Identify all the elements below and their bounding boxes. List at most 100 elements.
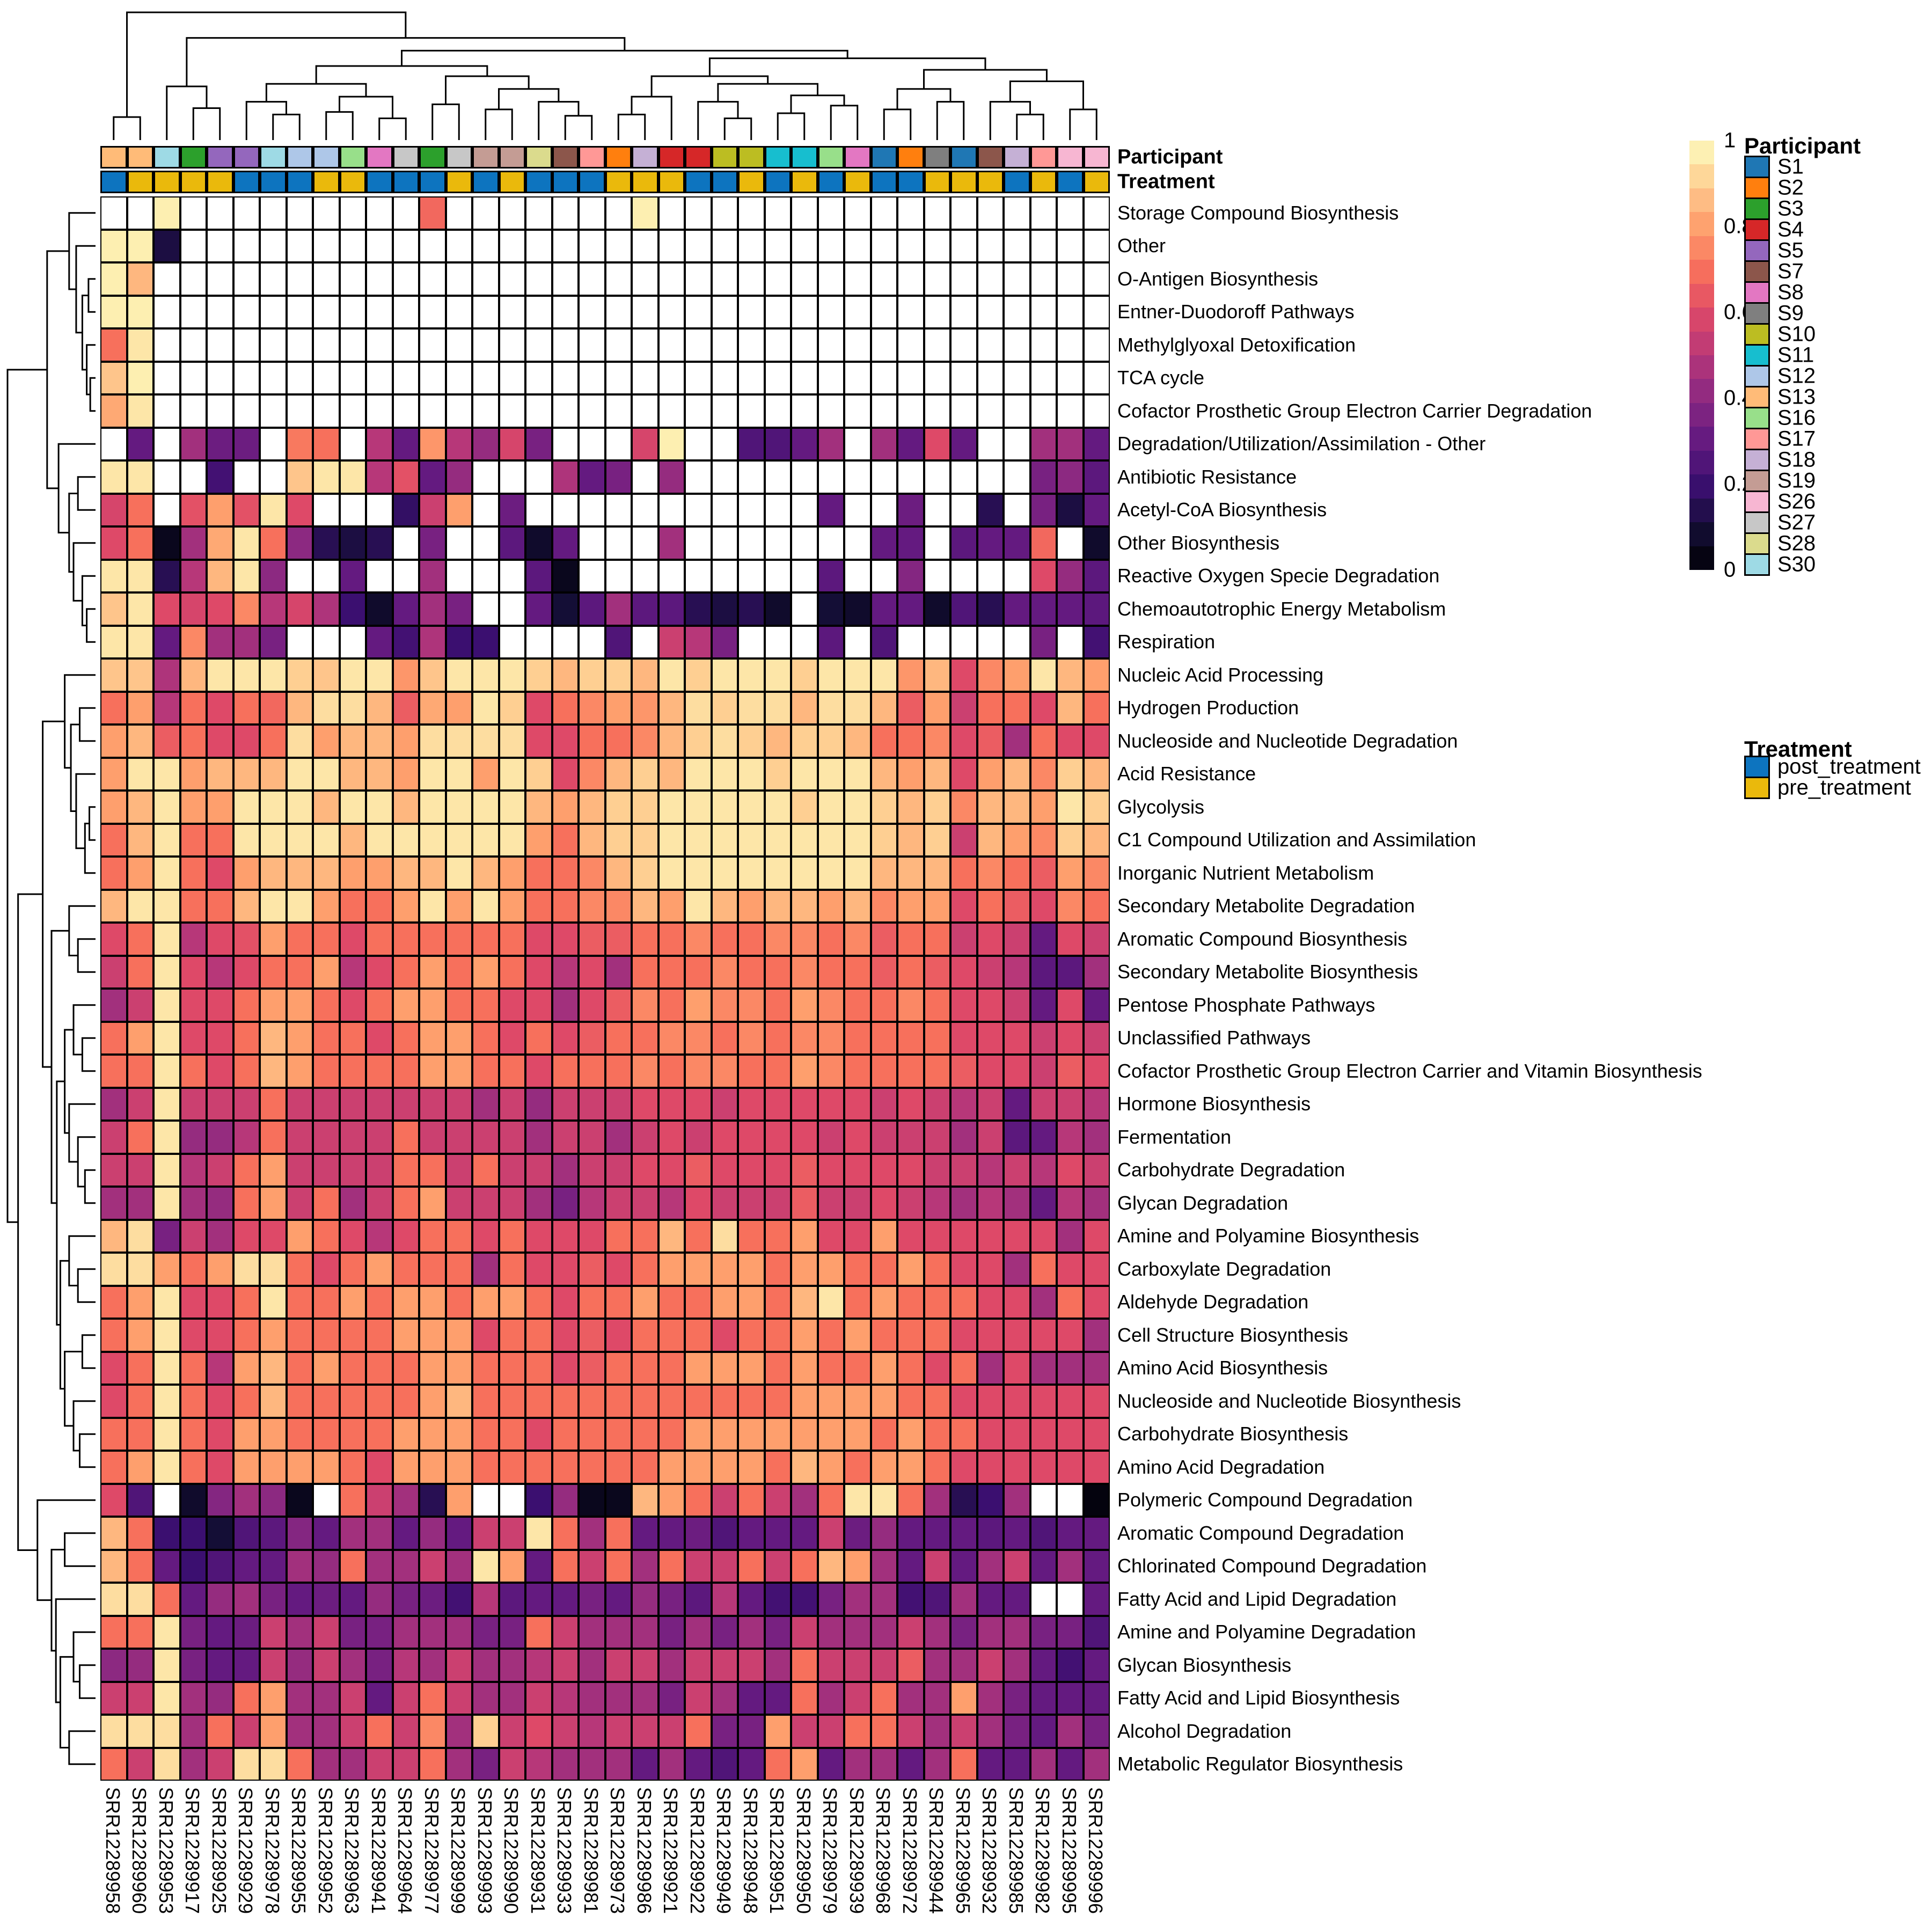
heatmap-cell bbox=[977, 1715, 1004, 1748]
heatmap-cell bbox=[844, 1517, 871, 1550]
heatmap-cell bbox=[658, 757, 685, 791]
colorbar-step bbox=[1689, 331, 1714, 356]
heatmap-cell bbox=[552, 857, 579, 890]
heatmap-cell bbox=[977, 1319, 1004, 1352]
heatmap-cell bbox=[817, 1055, 844, 1088]
column-label: SRR12289922 bbox=[686, 1787, 708, 1914]
heatmap-cell bbox=[419, 889, 446, 923]
heatmap-cell bbox=[180, 559, 207, 592]
heatmap-cell bbox=[153, 427, 180, 460]
heatmap-cell bbox=[233, 361, 260, 394]
heatmap-cell bbox=[127, 427, 153, 460]
heatmap-cell bbox=[685, 493, 712, 526]
heatmap-cell bbox=[1030, 1219, 1057, 1253]
heatmap-cell bbox=[392, 823, 419, 857]
heatmap-cell bbox=[950, 691, 977, 724]
heatmap-cell bbox=[897, 1385, 924, 1418]
heatmap-cell bbox=[419, 989, 446, 1022]
heatmap-cell bbox=[738, 262, 765, 296]
heatmap-cell bbox=[339, 1087, 366, 1121]
heatmap-cell bbox=[419, 1121, 446, 1154]
heatmap-cell bbox=[313, 427, 340, 460]
heatmap-cell bbox=[233, 1319, 260, 1352]
heatmap-cell bbox=[552, 1219, 579, 1253]
heatmap-cell bbox=[552, 1451, 579, 1484]
heatmap-cell bbox=[897, 857, 924, 890]
heatmap-cell bbox=[764, 1319, 791, 1352]
heatmap-cell bbox=[1057, 493, 1084, 526]
legend-label: S9 bbox=[1777, 301, 1804, 325]
heatmap-cell bbox=[1057, 1121, 1084, 1154]
heatmap-cell bbox=[207, 1517, 233, 1550]
heatmap-cell bbox=[817, 526, 844, 560]
heatmap-cell bbox=[127, 1549, 153, 1583]
heatmap-cell bbox=[605, 1385, 632, 1418]
colorbar-step bbox=[1689, 402, 1714, 427]
column-label: SRR12289950 bbox=[792, 1787, 815, 1914]
heatmap-cell bbox=[1030, 328, 1057, 362]
heatmap-cell bbox=[764, 427, 791, 460]
participant-annotation-cell bbox=[260, 146, 287, 169]
heatmap-cell bbox=[632, 1649, 658, 1682]
colorbar-step bbox=[1689, 427, 1714, 451]
heatmap-cell bbox=[525, 1021, 552, 1055]
heatmap-cell bbox=[207, 262, 233, 296]
heatmap-cell bbox=[870, 757, 897, 791]
heatmap-cell bbox=[392, 526, 419, 560]
heatmap-cell bbox=[817, 658, 844, 692]
heatmap-cell bbox=[552, 196, 579, 230]
heatmap-cell bbox=[579, 427, 605, 460]
heatmap-cell bbox=[685, 559, 712, 592]
heatmap-cell bbox=[1030, 592, 1057, 626]
heatmap-cell bbox=[1057, 823, 1084, 857]
heatmap-cell bbox=[1004, 989, 1030, 1022]
heatmap-cell bbox=[844, 857, 871, 890]
heatmap-cell bbox=[260, 1021, 287, 1055]
heatmap-cell bbox=[499, 1187, 525, 1220]
heatmap-cell bbox=[445, 460, 472, 494]
heatmap-cell bbox=[579, 1681, 605, 1715]
heatmap-cell bbox=[950, 955, 977, 989]
heatmap-cell bbox=[605, 1121, 632, 1154]
heatmap-cell bbox=[738, 1483, 765, 1517]
heatmap-cell bbox=[897, 394, 924, 428]
heatmap-cell bbox=[685, 1483, 712, 1517]
heatmap-cell bbox=[207, 625, 233, 658]
heatmap-cell bbox=[366, 361, 393, 394]
heatmap-cell bbox=[738, 1681, 765, 1715]
heatmap-cell bbox=[1004, 1121, 1030, 1154]
heatmap-cell bbox=[632, 791, 658, 824]
row-label: Hormone Biosynthesis bbox=[1117, 1093, 1311, 1115]
heatmap-cell bbox=[419, 460, 446, 494]
heatmap-cell bbox=[870, 1681, 897, 1715]
heatmap-cell bbox=[791, 889, 818, 923]
heatmap-cell bbox=[632, 460, 658, 494]
heatmap-cell bbox=[1057, 757, 1084, 791]
column-label: SRR12289977 bbox=[420, 1787, 443, 1914]
heatmap-cell bbox=[472, 1583, 499, 1616]
heatmap-cell bbox=[579, 1319, 605, 1352]
heatmap-cell bbox=[260, 526, 287, 560]
heatmap-cell bbox=[260, 1583, 287, 1616]
heatmap-cell bbox=[525, 1055, 552, 1088]
heatmap-cell bbox=[525, 493, 552, 526]
heatmap-cell bbox=[472, 889, 499, 923]
heatmap-cell bbox=[1004, 823, 1030, 857]
row-label: Unclassified Pathways bbox=[1117, 1027, 1311, 1049]
heatmap-cell bbox=[100, 229, 127, 262]
heatmap-cell bbox=[366, 791, 393, 824]
heatmap-cell bbox=[1083, 1351, 1110, 1385]
heatmap-cell bbox=[127, 1055, 153, 1088]
heatmap-cell bbox=[127, 889, 153, 923]
heatmap-cell bbox=[472, 1187, 499, 1220]
participant-annotation-cell bbox=[658, 146, 685, 169]
heatmap-cell bbox=[977, 1649, 1004, 1682]
heatmap-cell bbox=[711, 1583, 738, 1616]
heatmap-cell bbox=[605, 791, 632, 824]
heatmap-cell bbox=[207, 427, 233, 460]
heatmap-cell bbox=[419, 196, 446, 230]
legend-swatch bbox=[1744, 428, 1770, 450]
heatmap-cell bbox=[950, 791, 977, 824]
heatmap-cell bbox=[339, 1451, 366, 1484]
participant-annotation-cell bbox=[233, 146, 260, 169]
